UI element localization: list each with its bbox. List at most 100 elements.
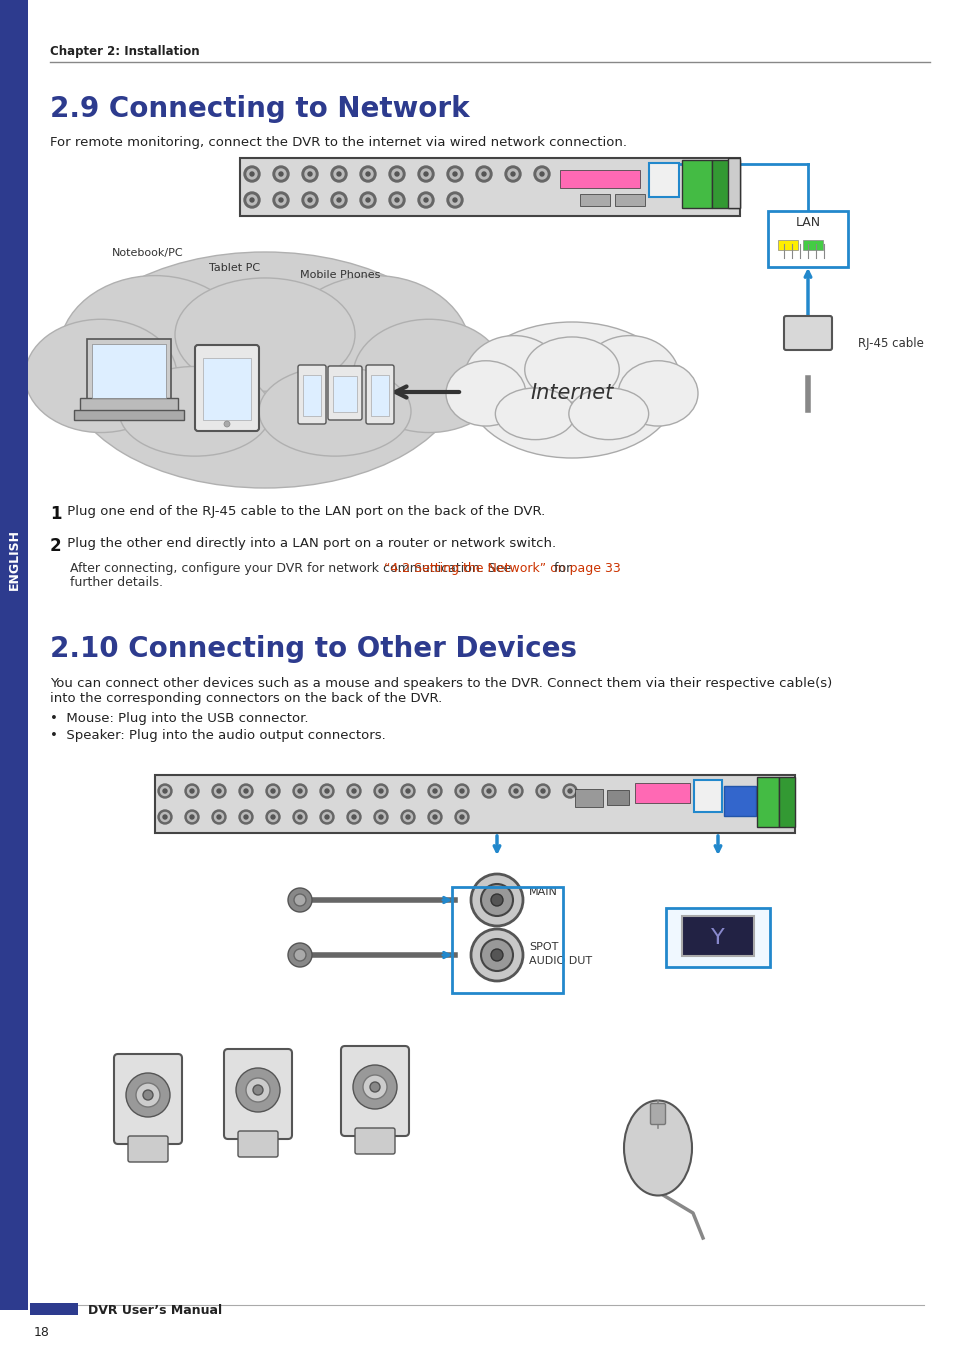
Circle shape — [403, 787, 412, 795]
Circle shape — [246, 1079, 270, 1102]
Circle shape — [216, 788, 221, 792]
Circle shape — [188, 787, 196, 795]
Ellipse shape — [59, 275, 251, 429]
Circle shape — [453, 198, 456, 202]
Circle shape — [325, 815, 329, 819]
Circle shape — [302, 166, 317, 182]
Ellipse shape — [258, 366, 411, 456]
Text: 1: 1 — [50, 505, 61, 522]
Circle shape — [455, 784, 469, 798]
FancyBboxPatch shape — [355, 1129, 395, 1154]
Circle shape — [370, 1081, 379, 1092]
Ellipse shape — [467, 323, 677, 458]
Circle shape — [540, 788, 544, 792]
Circle shape — [322, 787, 331, 795]
Text: Mobile Phones: Mobile Phones — [299, 270, 380, 279]
Circle shape — [504, 166, 520, 182]
Circle shape — [430, 813, 439, 822]
Circle shape — [392, 169, 401, 180]
Circle shape — [539, 171, 543, 176]
Text: Internet: Internet — [530, 383, 613, 404]
Circle shape — [366, 171, 370, 176]
FancyBboxPatch shape — [783, 316, 831, 350]
Circle shape — [278, 171, 283, 176]
Circle shape — [363, 169, 373, 180]
FancyBboxPatch shape — [767, 211, 847, 267]
Circle shape — [406, 815, 410, 819]
FancyBboxPatch shape — [303, 375, 320, 416]
Circle shape — [511, 787, 520, 795]
Circle shape — [334, 169, 344, 180]
Circle shape — [212, 784, 226, 798]
Circle shape — [389, 192, 405, 208]
Circle shape — [322, 813, 331, 822]
Circle shape — [250, 198, 253, 202]
Circle shape — [450, 194, 459, 205]
Circle shape — [459, 815, 463, 819]
Circle shape — [160, 813, 170, 822]
Circle shape — [244, 815, 248, 819]
Ellipse shape — [65, 252, 464, 487]
Circle shape — [453, 171, 456, 176]
Circle shape — [392, 194, 401, 205]
Circle shape — [241, 813, 251, 822]
Circle shape — [305, 169, 314, 180]
Circle shape — [250, 171, 253, 176]
Circle shape — [163, 788, 167, 792]
FancyBboxPatch shape — [723, 786, 755, 815]
Circle shape — [241, 787, 251, 795]
Circle shape — [406, 788, 410, 792]
FancyBboxPatch shape — [665, 909, 769, 967]
Circle shape — [562, 784, 577, 798]
FancyBboxPatch shape — [371, 375, 389, 416]
Circle shape — [480, 884, 513, 917]
Ellipse shape — [446, 360, 525, 427]
FancyBboxPatch shape — [615, 194, 644, 207]
Circle shape — [403, 813, 412, 822]
Circle shape — [294, 949, 306, 961]
Text: LAN: LAN — [795, 216, 820, 228]
FancyBboxPatch shape — [650, 1103, 665, 1125]
Text: ENGLISH: ENGLISH — [8, 529, 20, 590]
Circle shape — [143, 1089, 152, 1100]
FancyBboxPatch shape — [648, 163, 679, 197]
Circle shape — [297, 788, 302, 792]
Circle shape — [336, 171, 340, 176]
Text: 2: 2 — [50, 537, 62, 555]
Circle shape — [214, 813, 223, 822]
Text: Tablet PC: Tablet PC — [210, 263, 260, 273]
Circle shape — [420, 169, 431, 180]
Circle shape — [428, 784, 441, 798]
Circle shape — [457, 787, 466, 795]
Text: Y: Y — [710, 927, 724, 948]
Circle shape — [212, 810, 226, 824]
Circle shape — [266, 784, 280, 798]
Circle shape — [244, 166, 260, 182]
Circle shape — [511, 171, 515, 176]
Circle shape — [471, 929, 522, 981]
FancyBboxPatch shape — [87, 339, 171, 404]
Circle shape — [293, 784, 307, 798]
FancyBboxPatch shape — [579, 194, 609, 207]
Circle shape — [325, 788, 329, 792]
FancyBboxPatch shape — [80, 398, 178, 412]
Text: “4.2 Setting the Network” on page 33: “4.2 Setting the Network” on page 33 — [384, 562, 620, 575]
Circle shape — [353, 1065, 396, 1108]
Ellipse shape — [25, 319, 177, 432]
Ellipse shape — [568, 387, 648, 440]
Circle shape — [185, 784, 199, 798]
FancyBboxPatch shape — [693, 780, 721, 811]
Circle shape — [247, 194, 256, 205]
Circle shape — [514, 788, 517, 792]
Circle shape — [480, 940, 513, 971]
Circle shape — [331, 166, 347, 182]
Circle shape — [294, 894, 306, 906]
Circle shape — [275, 194, 286, 205]
FancyBboxPatch shape — [681, 161, 711, 208]
Circle shape — [336, 198, 340, 202]
FancyBboxPatch shape — [240, 158, 740, 216]
FancyBboxPatch shape — [328, 366, 361, 420]
Circle shape — [417, 166, 434, 182]
Text: for: for — [550, 562, 571, 575]
Circle shape — [491, 949, 502, 961]
